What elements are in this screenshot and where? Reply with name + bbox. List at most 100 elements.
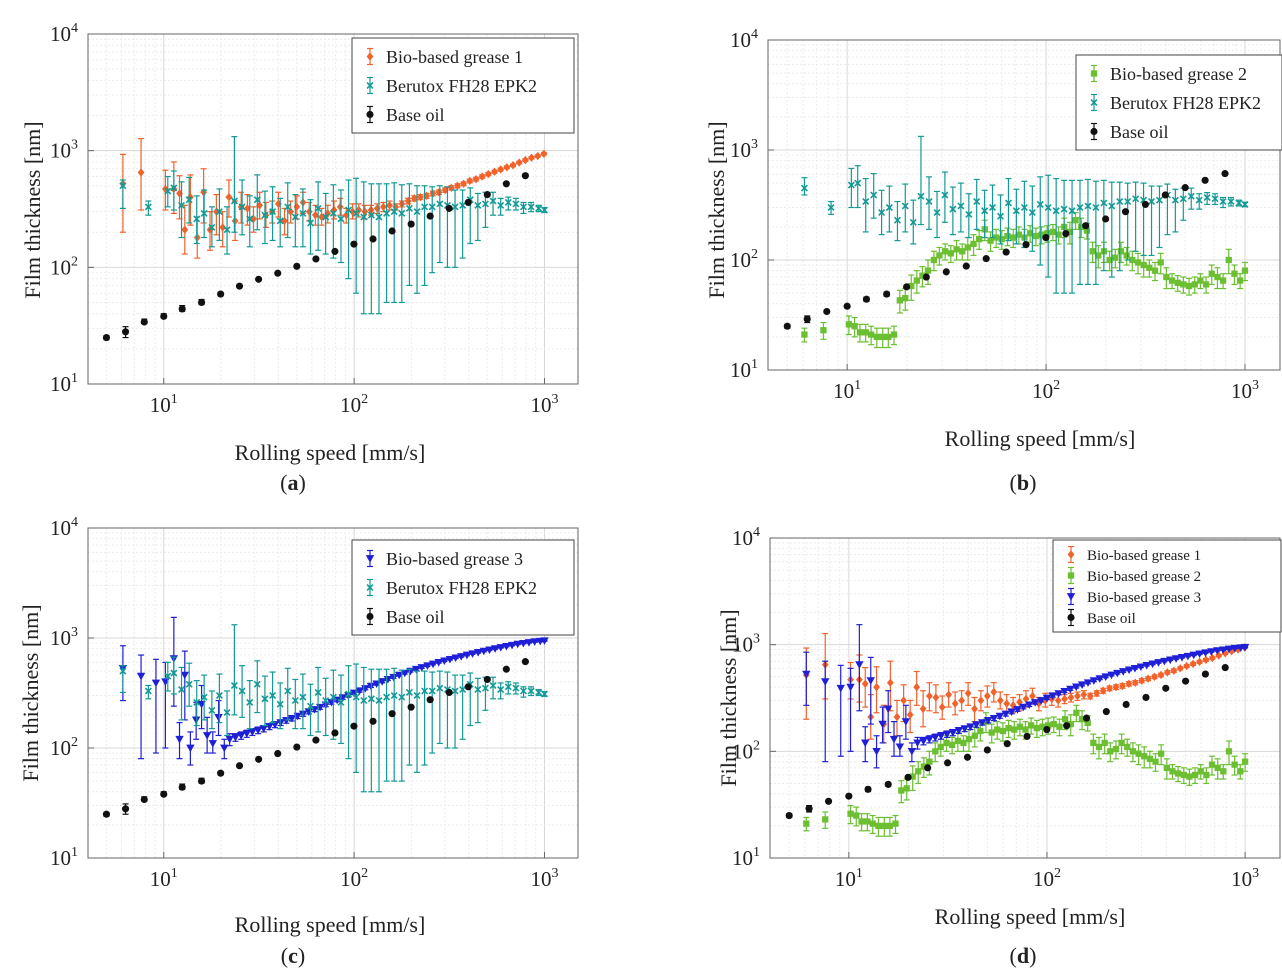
data-point [1231,264,1238,286]
marker-circle [312,736,320,744]
marker-triangle [1166,656,1175,665]
marker-square [926,758,933,765]
data-point [121,803,130,815]
data-point [1012,188,1020,245]
data-point [1185,277,1193,296]
data-point [534,151,542,161]
data-point [507,641,517,650]
marker-square [1134,259,1142,266]
marker-square [1004,232,1011,240]
marker-x-stroke [200,209,208,217]
marker-x-stroke [1076,204,1084,212]
marker-square [1129,748,1137,755]
data-point [1121,208,1130,216]
marker-x-stroke [398,693,406,701]
marker-square [1197,277,1204,284]
marker-triangle [383,675,393,684]
data-point [1144,674,1152,683]
data-point [1067,692,1075,703]
marker-x [185,196,193,204]
marker-x [1100,199,1108,207]
marker-square [936,252,943,259]
data-point [291,194,299,248]
data-point [1056,718,1063,737]
data-point [996,691,1004,710]
marker-circle [904,773,912,781]
marker-x-stroke [322,697,330,705]
data-point [783,322,791,330]
marker-circle [862,295,871,303]
y-tick-label: 103 [732,632,760,657]
data-point [1195,650,1204,659]
marker-triangle [451,654,460,663]
marker-x-stroke [1171,196,1179,204]
marker-x [1068,207,1076,215]
marker-x-stroke [360,213,368,221]
marker-x [390,208,398,216]
marker-diamond [1151,672,1158,681]
legend: Bio-based grease 1 Berutox FH28 EPK2 Base … [351,37,575,134]
marker-square [915,768,922,775]
data-point [215,673,223,724]
marker-diamond [404,196,412,206]
marker-x [200,693,208,701]
marker-square [801,331,808,338]
marker-x [1124,198,1132,206]
marker-square [1140,261,1147,269]
marker-circle [805,805,813,813]
marker-x-stroke [957,202,965,210]
marker-x [885,204,893,212]
marker-circle [369,717,377,725]
marker-square [1045,722,1052,729]
marker-x [1211,195,1219,203]
marker-square [1186,773,1193,780]
marker-x-stroke [238,203,246,211]
legend-label: Bio-based grease 1 [1087,548,1201,564]
marker-x [238,687,246,695]
marker-x [941,191,949,199]
y-tick-label: 103 [730,137,758,162]
data-point [208,731,218,754]
data-point [383,675,393,684]
data-point [329,669,337,740]
data-point [800,177,808,196]
data-point [886,660,894,712]
data-point [1202,276,1210,294]
marker-circle [274,269,282,277]
marker-x [1241,200,1249,208]
marker-x-stroke [1124,198,1132,206]
data-point [895,735,905,757]
marker-x [164,187,172,195]
marker-diamond [478,172,486,181]
axes-frame [767,39,1281,371]
marker-x [398,209,406,217]
data-point [291,678,299,730]
data-point [426,696,434,704]
data-point [1112,682,1120,692]
marker-triangle [365,555,375,563]
marker-square [942,248,949,255]
data-point [253,660,261,714]
x-tick-label: 101 [150,866,178,891]
marker-triangle [434,659,443,667]
marker-circle [962,262,970,270]
data-point [170,656,178,695]
marker-x-stroke [119,667,127,675]
data-point [428,660,438,669]
marker-triangle [948,729,958,737]
marker-x [854,179,862,187]
data-point [151,658,161,754]
marker-triangle [936,732,946,740]
marker-diamond [996,696,1004,705]
marker-circle [824,797,833,805]
data-point [864,785,872,793]
y-tick-label: 101 [50,371,78,396]
marker-triangle [846,683,855,692]
panel-label: (b) [1010,470,1037,495]
marker-diamond [509,161,517,170]
data-point [909,199,917,245]
data-point [866,656,875,725]
marker-circle [217,290,225,298]
data-point [919,266,926,288]
data-point [932,742,939,763]
